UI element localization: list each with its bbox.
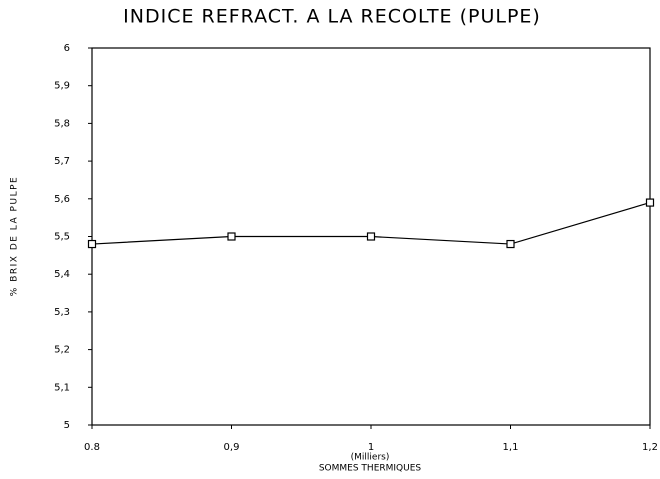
y-tick-label: 5,1 xyxy=(54,382,70,393)
data-point xyxy=(227,232,236,241)
x-tick-label: 0.8 xyxy=(84,442,100,453)
y-tick-label: 5,3 xyxy=(54,307,70,318)
y-tick-label: 5,5 xyxy=(54,232,70,243)
chart-title: INDICE REFRACT. A LA RECOLTE (PULPE) xyxy=(123,6,541,28)
x-tick-label: 1,1 xyxy=(503,442,519,453)
data-point xyxy=(87,239,97,249)
x-axis-label: SOMMES THERMIQUES xyxy=(319,464,422,474)
x-tick-label: 1,2 xyxy=(642,442,658,453)
y-tick-label: 5 xyxy=(64,420,70,431)
data-point xyxy=(645,198,655,207)
data-point xyxy=(366,232,376,241)
y-tick-label: 5,7 xyxy=(54,156,70,167)
y-tick-label: 6 xyxy=(64,43,70,54)
x-axis-unit: (Milliers) xyxy=(351,453,390,463)
x-tick-label: 1 xyxy=(368,442,374,453)
y-tick-label: 5,2 xyxy=(54,345,70,356)
data-point xyxy=(506,239,515,249)
y-axis-label: % BRIX DE LA PULPE xyxy=(10,176,20,296)
y-tick-label: 5,4 xyxy=(54,269,70,280)
x-tick-label: 0,9 xyxy=(224,442,240,453)
y-tick-label: 5,9 xyxy=(54,81,70,92)
y-tick-label: 5,8 xyxy=(54,118,70,129)
y-tick-label: 5,6 xyxy=(54,194,70,205)
